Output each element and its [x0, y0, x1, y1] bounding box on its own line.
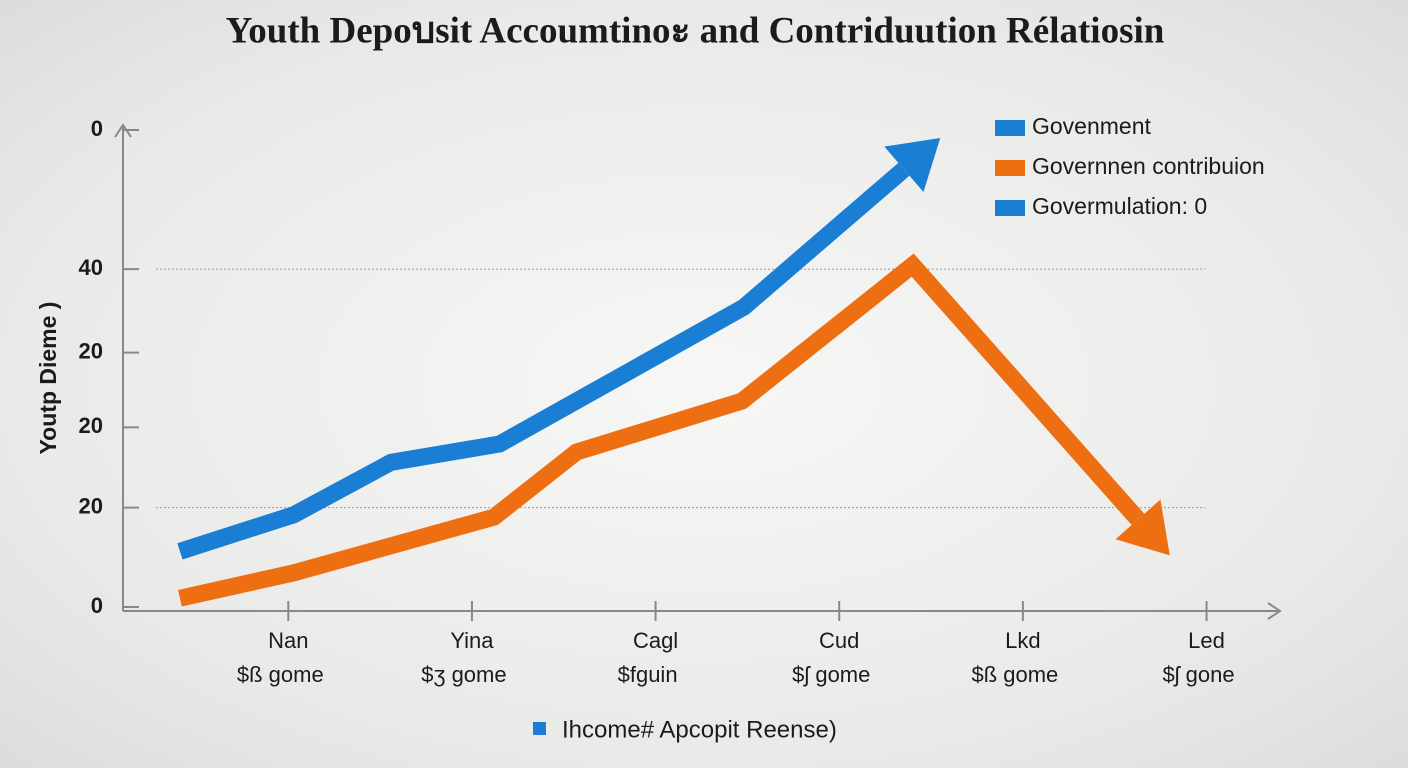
x-tick-label: Nan [268, 628, 308, 653]
x-tick-sublabel: $ʃ gone [1162, 662, 1234, 687]
x-tick-label: Led [1188, 628, 1225, 653]
y-tick-label: 40 [79, 255, 103, 280]
x-label-marker [533, 722, 546, 735]
y-tick-label: 20 [79, 338, 103, 363]
arrow-head [884, 137, 941, 193]
series-line [178, 253, 1145, 607]
x-axis-arrow [1267, 602, 1282, 620]
x-tick-sublabel: $fguin [618, 662, 678, 687]
legend-swatch [995, 200, 1025, 216]
x-tick-sublabel: $ß gome [237, 662, 324, 687]
arrow-head [1115, 499, 1170, 556]
x-tick-sublabel: $ß gome [971, 662, 1058, 687]
legend-swatch [995, 160, 1025, 176]
y-axis-arrow [114, 123, 132, 138]
legend-label: Govenment [1032, 113, 1152, 139]
y-tick-label: 0 [91, 116, 103, 141]
x-tick-label: Cagl [633, 628, 678, 653]
x-tick-sublabel: $ʃ gome [792, 662, 870, 687]
legend-swatch [995, 120, 1025, 136]
chart-title: Youth Depoบsit Accoumtinoะ and Contriduu… [226, 10, 1165, 51]
y-tick-label: 20 [79, 493, 103, 518]
x-tick-label: Yina [450, 628, 494, 653]
x-tick-label: Lkd [1005, 628, 1040, 653]
x-tick-label: Cud [819, 628, 859, 653]
y-axis-label: Youtp Dieme ) [35, 302, 61, 455]
legend-label: Governnen contribuion [1032, 153, 1265, 179]
y-tick-label: 0 [91, 593, 103, 618]
legend-label: Govermulation: 0 [1032, 193, 1207, 219]
series-line [177, 162, 910, 560]
x-tick-sublabel: $ʒ gome [421, 662, 506, 687]
x-axis-label: Ihcome# Apcopit Reense) [562, 716, 837, 743]
y-tick-label: 20 [79, 413, 103, 438]
